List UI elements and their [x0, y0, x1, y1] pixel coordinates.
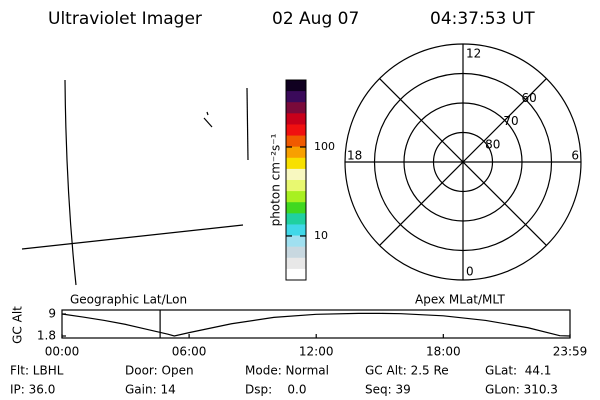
mlt-label: 0 [466, 265, 474, 279]
status-field: GLat: 44.1 [485, 364, 551, 378]
color-swatch [286, 180, 306, 192]
color-swatch [286, 202, 306, 214]
status-field: Door: Open [125, 364, 194, 378]
color-swatch [286, 124, 306, 137]
lat-label: 70 [503, 114, 518, 128]
status-field: Flt: LBHL [10, 364, 64, 378]
color-swatch [286, 235, 306, 248]
x-tick-label: 23:59 [553, 345, 588, 359]
color-swatch [286, 268, 306, 281]
lat-label: 60 [521, 91, 536, 105]
lat-circle [403, 102, 523, 222]
x-tick-label: 12:00 [299, 345, 334, 359]
y-axis-label: GC Alt [11, 306, 25, 344]
color-swatch [286, 224, 306, 237]
color-swatch [286, 80, 306, 92]
panel-label: Geographic Lat/Lon [70, 293, 187, 307]
footer: Flt: LBHL Door: Open Mode: Normal GC Alt: 2… [10, 364, 558, 397]
colorbar-frame [285, 79, 307, 281]
y-tick-label: 9 [48, 307, 56, 321]
mlt-label: 6 [571, 149, 579, 163]
altitude-chart: 1.8 9 00:00 06:00 12:00 18:00 23:59 [37, 307, 587, 359]
colorbar: 10 100 [285, 79, 335, 281]
color-swatch [286, 157, 306, 170]
color-swatch [286, 91, 306, 103]
lat-label: 80 [485, 137, 500, 151]
tick-label: 100 [314, 140, 335, 153]
color-swatch [286, 135, 306, 148]
grid-line [64, 79, 77, 286]
x-tick-label: 00:00 [45, 345, 80, 359]
status-field: IP: 36.0 [10, 383, 55, 397]
date: 02 Aug 07 [272, 9, 359, 29]
tick-label: 10 [314, 229, 328, 242]
color-swatch [286, 257, 306, 270]
status-field: Seq: 39 [365, 383, 411, 397]
status-field: GLon: 310.3 [485, 383, 558, 397]
color-swatch [286, 213, 306, 225]
y-tick-label: 1.8 [37, 329, 56, 343]
grid-line [246, 87, 249, 161]
mlt-label: 18 [347, 149, 362, 163]
color-swatch [286, 146, 306, 159]
lat-circle [373, 72, 553, 252]
color-swatch [286, 168, 306, 181]
colorbar-label: photon cm⁻²s⁻¹ [269, 133, 283, 226]
grid-line [206, 111, 209, 116]
panel-label: Apex MLat/MLT [415, 293, 505, 307]
geo-grid [21, 79, 249, 286]
radial-line [379, 78, 547, 246]
color-swatch [286, 246, 306, 259]
color-swatch [286, 102, 306, 114]
color-swatch [286, 191, 306, 203]
time: 04:37:53 UT [430, 9, 535, 29]
mlt-label: 12 [466, 47, 481, 61]
grid-line [21, 224, 244, 250]
status-field: GC Alt: 2.5 Re [365, 364, 449, 378]
status-field: Dsp: 0.0 [245, 383, 307, 397]
grid-line [203, 117, 213, 128]
status-field: Gain: 14 [125, 383, 176, 397]
color-swatch [286, 113, 306, 125]
x-tick-label: 06:00 [172, 345, 207, 359]
status-field: Mode: Normal [245, 364, 329, 378]
x-tick-label: 18:00 [426, 345, 461, 359]
altitude-line [61, 312, 571, 337]
lat-circle [432, 131, 494, 193]
instrument: Ultraviolet Imager [48, 9, 202, 29]
